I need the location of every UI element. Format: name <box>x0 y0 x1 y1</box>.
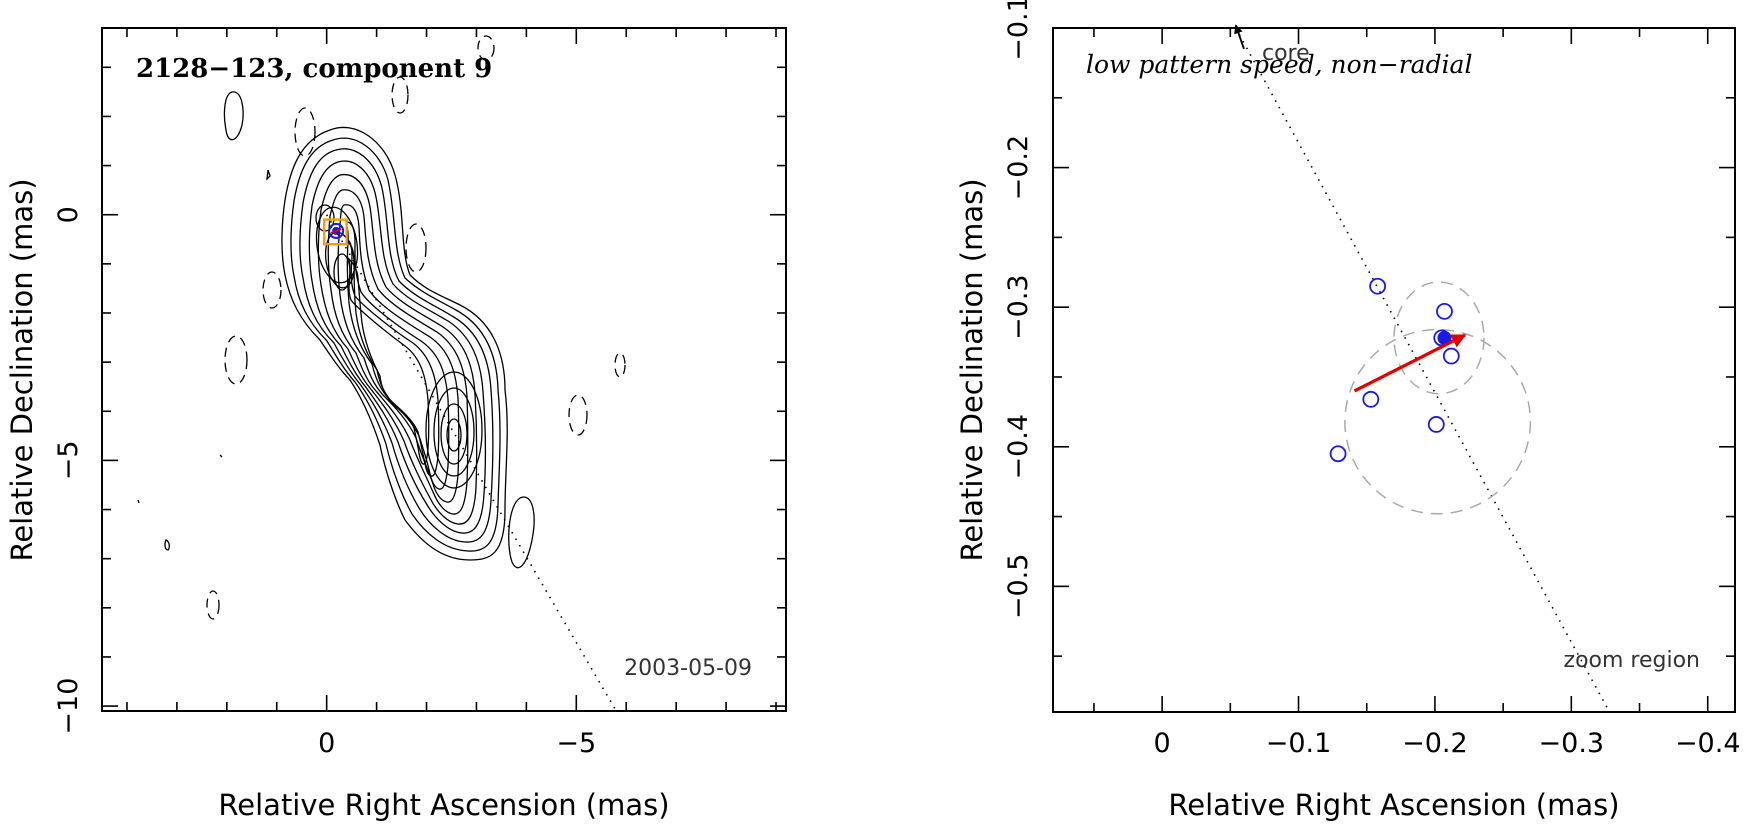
right-x-tick-label-4: −0.4 <box>1675 728 1741 759</box>
contour-level-2 <box>290 137 501 552</box>
position-points <box>1329 277 1460 463</box>
zoom-region-box <box>322 218 348 246</box>
right-x-tick-label-1: −0.1 <box>1266 728 1332 759</box>
core-contour-a <box>315 206 359 284</box>
knot-contour-d <box>446 418 462 452</box>
negative-contours <box>206 35 626 620</box>
island-east <box>223 91 244 141</box>
positive-contours <box>137 91 535 569</box>
contour-level-7 <box>337 204 460 503</box>
position-point-4 <box>1362 390 1380 408</box>
right-y-tick-label-4: −0.5 <box>1003 554 1034 620</box>
right-x-tick-label-2: −0.2 <box>1402 728 1468 759</box>
neg-contour-8 <box>614 352 626 378</box>
neg-contour-6 <box>224 335 248 385</box>
contour-level-5 <box>317 173 478 525</box>
contour-level-8 <box>345 221 450 490</box>
island-small-2 <box>164 539 170 551</box>
right-y-axis-title: Relative Declination (mas) <box>955 178 989 561</box>
left-y-tick-label-2: −10 <box>53 678 84 735</box>
position-point-5 <box>1427 416 1445 433</box>
right-y-tick-label-0: −0.1 <box>1003 0 1034 61</box>
island-southwest <box>508 496 535 569</box>
contour-level-3 <box>299 148 494 543</box>
right-panel-zoom-scatter: core 0 −0.1 −0.2 −0.3 −0.4 −0.1 −0.2 −0.… <box>955 0 1741 822</box>
error-ellipse-large <box>1344 328 1532 515</box>
neg-contour-4 <box>405 223 427 273</box>
left-axis-frame <box>101 27 787 712</box>
left-x-tick-label-0: 0 <box>318 728 335 759</box>
neg-contour-7 <box>568 394 588 436</box>
right-x-tick-label-0: 0 <box>1154 728 1171 759</box>
island-small-3 <box>219 454 223 458</box>
core-contour-c <box>333 253 351 291</box>
trajectory-line-right <box>1235 28 1611 712</box>
core-direction-arrow <box>1234 24 1245 50</box>
right-y-tick-label-1: −0.2 <box>1003 135 1034 201</box>
right-y-tick-label-2: −0.3 <box>1003 274 1034 340</box>
core-label: core <box>1262 41 1310 66</box>
mean-position-marker <box>1437 330 1452 345</box>
left-y-tick-label-1: −5 <box>53 440 84 480</box>
contour-map <box>137 35 626 711</box>
right-axis-frame <box>1052 27 1736 713</box>
neg-contour-5 <box>262 271 282 309</box>
knot-contour-c <box>440 403 468 465</box>
contour-level-6 <box>327 189 469 515</box>
right-x-axis-title: Relative Right Ascension (mas) <box>1168 788 1619 822</box>
error-ellipse-small <box>1393 281 1485 395</box>
knot-contour-a <box>425 371 483 489</box>
left-panel-title: 2128−123, component 9 <box>136 54 492 84</box>
right-x-tick-label-3: −0.3 <box>1539 728 1605 759</box>
zoom-region-label: zoom region <box>1564 648 1700 673</box>
component-marker <box>328 222 345 239</box>
right-axis-ticks <box>1053 27 1735 712</box>
contour-level-9 <box>345 239 440 477</box>
position-point-3 <box>1442 347 1460 365</box>
neg-contour-2 <box>391 76 409 114</box>
right-panel-title: low pattern speed, non−radial <box>1086 50 1472 79</box>
epoch-label: 2003-05-09 <box>624 656 752 681</box>
left-panel-contour-map: 0 −5 0 −5 −10 Relative Right Ascension (… <box>5 27 787 822</box>
contour-level-1 <box>281 126 508 561</box>
velocity-vector <box>1353 333 1467 393</box>
right-y-tick-label-3: −0.4 <box>1003 414 1034 480</box>
zoom-plot-area <box>1235 28 1611 712</box>
contour-level-4 <box>308 160 487 534</box>
island-small-4 <box>137 499 140 504</box>
position-point-6 <box>1329 445 1347 463</box>
component-vector-mini <box>330 228 342 234</box>
left-y-axis-title: Relative Declination (mas) <box>5 178 39 561</box>
knot-contour-b <box>433 387 475 477</box>
left-axis-ticks <box>102 28 786 711</box>
contour-level-10 <box>346 257 430 465</box>
neg-contour-3 <box>477 35 495 61</box>
neg-contour-1 <box>294 107 316 157</box>
trajectory-line-left <box>325 214 617 711</box>
left-x-axis-title: Relative Right Ascension (mas) <box>218 788 669 822</box>
left-x-tick-label-1: −5 <box>556 728 596 759</box>
left-y-tick-label-0: 0 <box>53 206 84 223</box>
position-point-0 <box>1369 277 1387 295</box>
island-small-1 <box>266 169 271 181</box>
neg-contour-9 <box>206 590 220 620</box>
position-point-1 <box>1436 302 1453 320</box>
